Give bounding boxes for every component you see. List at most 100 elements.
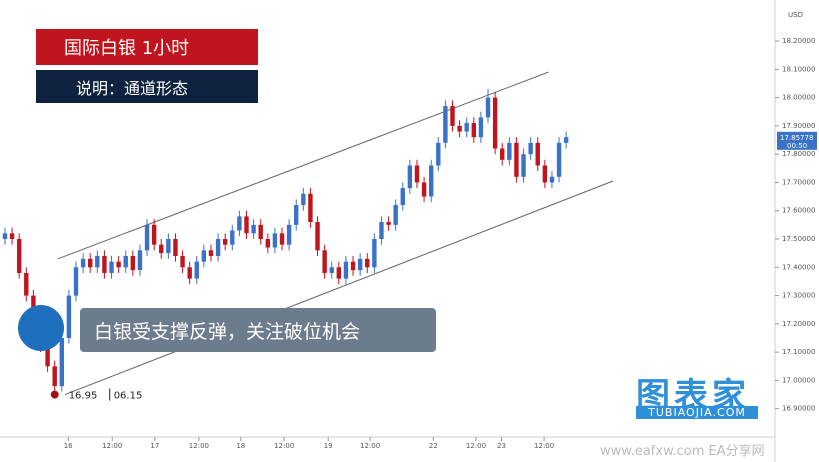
candle-body (251, 224, 256, 234)
candle-body (322, 250, 327, 273)
candle-body (59, 338, 65, 387)
candle-body (343, 261, 349, 279)
candle-body (556, 142, 562, 177)
candle-body (166, 239, 171, 254)
price-tag (777, 131, 817, 150)
candle-body (464, 123, 469, 132)
price-label: 17.85778 (780, 134, 813, 142)
candle-body (88, 258, 93, 268)
candle-body (144, 224, 150, 251)
candle-body (230, 230, 235, 245)
candle-body (393, 205, 398, 225)
candle-body (507, 142, 512, 160)
y-tick-label: 17.10000 (782, 348, 815, 356)
candle-body (528, 142, 533, 155)
candle-body (151, 224, 157, 245)
candle-body (222, 239, 228, 245)
x-tick-label: 12:00 (189, 442, 209, 450)
candle-body (130, 255, 136, 271)
candle-body (428, 165, 434, 197)
x-tick-label: 12:00 (102, 442, 122, 450)
candle-body (478, 117, 484, 138)
candle-body (215, 239, 221, 256)
low-marker (50, 390, 59, 399)
x-tick-label: 12:00 (360, 442, 380, 450)
candle-body (52, 366, 57, 387)
candle-body (471, 123, 477, 138)
y-tick-label: 17.50000 (782, 235, 815, 243)
candle-body (336, 267, 342, 279)
candle-body (45, 346, 50, 367)
x-tick-label: 23 (497, 442, 506, 450)
candle-body (315, 222, 320, 251)
low-label: 16.95 (69, 391, 98, 402)
trend-line (64, 180, 614, 396)
candle-body (414, 165, 420, 183)
candle-body (350, 261, 356, 271)
candle-body (66, 295, 72, 339)
candle-body (180, 255, 185, 268)
candle-body (436, 142, 441, 166)
candle-body (542, 165, 548, 183)
candle-body (294, 205, 299, 225)
candle-body (407, 165, 413, 189)
candle-body (24, 272, 29, 296)
x-tick-label: 22 (429, 442, 438, 450)
y-tick-label: 17.20000 (782, 320, 815, 328)
candle-body (159, 244, 164, 254)
y-tick-label: 18.10000 (782, 65, 815, 73)
candle-body (16, 239, 22, 273)
candle-body (102, 255, 107, 273)
y-tick-label: 17.00000 (782, 376, 815, 384)
y-tick-label: 18.20000 (782, 37, 815, 45)
candle-body (9, 233, 15, 240)
candle-body (109, 261, 114, 273)
candle-body (258, 224, 263, 240)
candle-body (116, 261, 121, 268)
candle-body (457, 125, 462, 132)
candle-body (279, 233, 285, 245)
x-tick-label: 17 (150, 442, 159, 450)
watermark: www.eafxw.com EA分享网 (600, 444, 765, 459)
x-tick-label: 16 (64, 442, 73, 450)
candle-body (95, 255, 100, 268)
x-tick-label: 19 (324, 442, 333, 450)
candle-body (208, 250, 214, 256)
candle-body (450, 106, 455, 126)
candle-body (485, 97, 491, 118)
candle-body (400, 188, 405, 206)
candle-body (301, 193, 306, 206)
candle-body (265, 239, 271, 248)
candle-body (237, 216, 242, 231)
candle-body (329, 267, 334, 273)
chart-title: 国际白银 1小时 (36, 29, 258, 65)
candle-body (244, 216, 249, 234)
candle-body (357, 258, 363, 271)
x-tick-label: 12:00 (534, 442, 554, 450)
candle-body (365, 258, 370, 268)
watermark: TUBIAOJIA.COM (636, 406, 758, 419)
x-tick-label: 18 (236, 442, 245, 450)
candle-body (521, 154, 526, 177)
candle-body (187, 267, 192, 279)
candle-body (443, 106, 448, 143)
y-tick-label: 17.40000 (782, 263, 815, 271)
candle-body (514, 142, 519, 177)
candle-body (286, 224, 292, 245)
annotation: 白银受支撑反弹，关注破位机会 (80, 308, 436, 352)
candle-body (535, 142, 540, 166)
y-tick-label: 17.90000 (782, 122, 815, 130)
candle-body (194, 261, 199, 279)
x-tick-label: 12:00 (274, 442, 294, 450)
y-tick-label: 17.80000 (782, 150, 815, 158)
candle-body (308, 193, 313, 223)
x-tick-label: 12:00 (466, 442, 486, 450)
price-time: 00:50 (787, 142, 807, 150)
currency-label: USD (788, 11, 803, 19)
candle-body (137, 250, 143, 271)
candle-body (2, 233, 8, 240)
candle-body (549, 176, 555, 183)
candle-body (272, 233, 278, 248)
candle-body (379, 222, 384, 240)
